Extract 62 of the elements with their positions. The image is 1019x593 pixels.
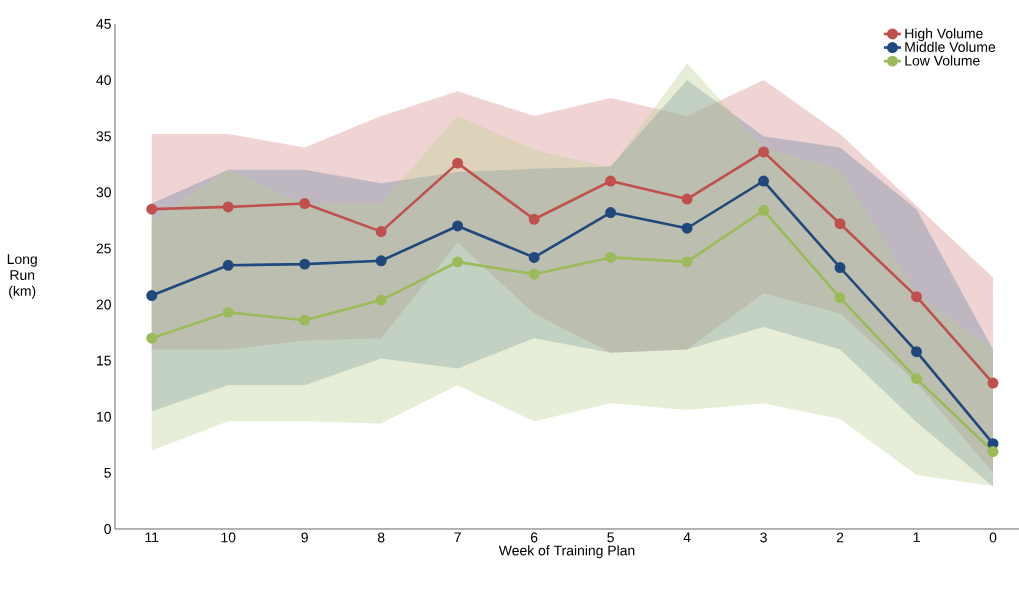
- y-tick-label: 25: [96, 243, 111, 254]
- point: [528, 213, 540, 225]
- point: [834, 292, 846, 304]
- point: [375, 226, 387, 238]
- point: [911, 373, 923, 385]
- x-tick-label: 2: [836, 532, 844, 543]
- point: [758, 175, 770, 187]
- point: [452, 220, 464, 232]
- x-tick-label: 4: [683, 532, 691, 543]
- point: [528, 268, 540, 280]
- y-tick-label: 30: [96, 187, 111, 198]
- x-tick-label: 0: [989, 532, 997, 543]
- point: [222, 259, 234, 271]
- x-axis-title: Week of Training Plan: [498, 545, 635, 559]
- x-tick-label: 5: [607, 532, 614, 543]
- point: [681, 222, 693, 234]
- point: [375, 294, 387, 306]
- point: [222, 306, 234, 318]
- x-tick-label: 11: [145, 532, 159, 543]
- x-tick-label: 7: [454, 532, 461, 543]
- x-tick-label: 10: [221, 532, 236, 543]
- point: [834, 218, 846, 230]
- point: [987, 377, 999, 389]
- point: [452, 256, 464, 268]
- point: [222, 201, 234, 213]
- point: [834, 262, 846, 273]
- y-tick-label: 0: [104, 524, 111, 534]
- point: [681, 193, 693, 205]
- x-tick-label: 8: [377, 532, 385, 543]
- point: [758, 146, 770, 158]
- point: [758, 204, 770, 216]
- point: [911, 291, 923, 303]
- y-tick-label: 10: [97, 411, 111, 422]
- legend-label: High Volume: [905, 28, 983, 42]
- point: [375, 255, 387, 267]
- point: [146, 290, 158, 302]
- point: [987, 446, 999, 458]
- y-axis-title: Long Run (km): [7, 254, 37, 299]
- y-tick-label: 15: [97, 355, 111, 366]
- point: [299, 258, 311, 270]
- point: [528, 251, 540, 263]
- y-tick-label: 45: [96, 19, 111, 29]
- point: [605, 251, 617, 263]
- y-tick-label: 20: [96, 299, 111, 310]
- x-tick-label: 6: [530, 532, 538, 543]
- point: [605, 207, 617, 218]
- point: [299, 198, 311, 210]
- point: [911, 346, 923, 358]
- point: [146, 332, 158, 344]
- y-tick-label: 40: [96, 75, 111, 86]
- y-tick-label: 35: [96, 131, 111, 142]
- point: [299, 314, 311, 326]
- x-tick-label: 9: [301, 532, 308, 543]
- point: [605, 175, 617, 187]
- y-tick-label: 5: [104, 468, 111, 478]
- legend-label: Middle Volume: [905, 41, 996, 53]
- point: [146, 203, 158, 215]
- point: [452, 157, 464, 169]
- legend-label: Low Volume: [905, 55, 980, 66]
- point: [681, 256, 693, 268]
- x-tick-label: 1: [913, 532, 920, 543]
- x-tick-label: 3: [760, 532, 767, 543]
